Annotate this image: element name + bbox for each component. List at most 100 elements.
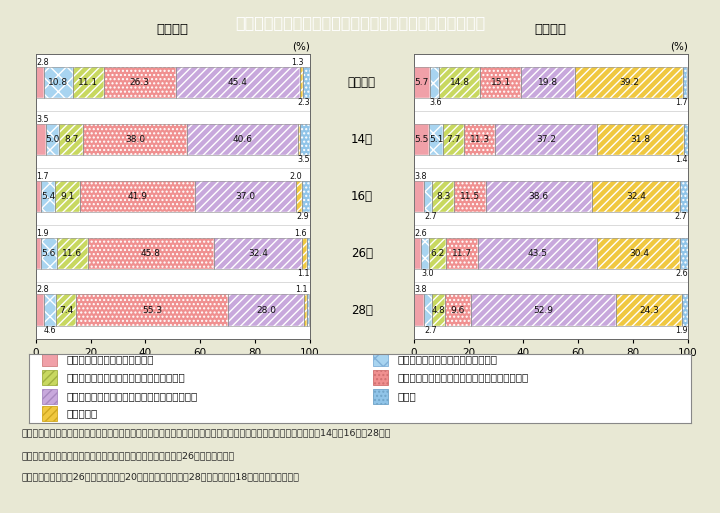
Bar: [300, 67, 303, 98]
Bar: [104, 67, 176, 98]
Text: 平成４年: 平成４年: [348, 76, 376, 89]
Bar: [56, 294, 76, 326]
Bar: [680, 181, 688, 212]
Text: 5.4: 5.4: [41, 192, 55, 201]
Bar: [478, 238, 598, 269]
Text: 2.0: 2.0: [289, 171, 302, 181]
Bar: [187, 124, 298, 155]
Bar: [443, 124, 464, 155]
Text: 15.1: 15.1: [490, 78, 510, 87]
Bar: [521, 67, 575, 98]
Text: 3.6: 3.6: [430, 98, 442, 107]
Bar: [597, 124, 684, 155]
Text: 2.7: 2.7: [424, 326, 437, 335]
Bar: [296, 181, 302, 212]
Bar: [214, 238, 302, 269]
Text: （備考）　１．内閣府「男女平等に関する世論調査」（平成４年），「男女共同参画社会に関する世論調査」（平成14年，16年，28年）: （備考） １．内閣府「男女平等に関する世論調査」（平成４年），「男女共同参画社会…: [22, 428, 391, 438]
Bar: [439, 67, 480, 98]
Text: 2.7: 2.7: [424, 212, 437, 221]
Text: 14.8: 14.8: [450, 78, 469, 87]
Bar: [40, 181, 55, 212]
Bar: [414, 124, 429, 155]
Text: ＜男性＞: ＜男性＞: [535, 23, 567, 36]
Bar: [45, 124, 59, 155]
Bar: [83, 124, 187, 155]
Bar: [439, 67, 480, 98]
Text: 女性は職業をもたない方がよい: 女性は職業をもたない方がよい: [66, 354, 154, 364]
Text: 1.9: 1.9: [36, 228, 49, 238]
Bar: [81, 181, 195, 212]
Bar: [414, 294, 424, 326]
Bar: [300, 124, 310, 155]
Bar: [414, 294, 424, 326]
Text: 1.4: 1.4: [675, 155, 688, 164]
Text: 1.1: 1.1: [297, 269, 310, 278]
Bar: [298, 124, 300, 155]
Text: 9.1: 9.1: [60, 192, 75, 201]
Bar: [616, 294, 683, 326]
Text: 41.9: 41.9: [127, 192, 148, 201]
Bar: [597, 124, 684, 155]
Text: 45.4: 45.4: [228, 78, 248, 87]
Text: 2.8: 2.8: [36, 57, 49, 67]
Bar: [464, 124, 495, 155]
Bar: [302, 181, 310, 212]
Bar: [421, 238, 429, 269]
Text: 2.7: 2.7: [675, 212, 688, 221]
Text: 55.3: 55.3: [142, 306, 162, 314]
Text: 結婚するまでは職業をもつ方がよい: 結婚するまでは職業をもつ方がよい: [397, 354, 498, 364]
Bar: [307, 238, 310, 269]
Text: 2.3: 2.3: [297, 98, 310, 107]
Text: 32.4: 32.4: [248, 249, 268, 258]
Bar: [430, 67, 439, 98]
Text: ＜女性＞: ＜女性＞: [157, 23, 189, 36]
Bar: [598, 238, 680, 269]
Text: 38.6: 38.6: [528, 192, 549, 201]
Bar: [296, 181, 302, 212]
Bar: [44, 67, 73, 98]
FancyBboxPatch shape: [42, 370, 57, 385]
Bar: [424, 181, 432, 212]
Bar: [480, 67, 521, 98]
Bar: [81, 181, 195, 212]
Text: 3.5: 3.5: [297, 155, 310, 164]
Text: 5.0: 5.0: [45, 135, 60, 144]
Bar: [41, 238, 56, 269]
Text: 2.6: 2.6: [414, 228, 427, 238]
Text: 1.9: 1.9: [675, 326, 688, 335]
Text: 1.7: 1.7: [36, 171, 49, 181]
Bar: [302, 238, 307, 269]
Bar: [683, 67, 688, 98]
Bar: [303, 67, 310, 98]
Text: 3.8: 3.8: [414, 171, 426, 181]
Bar: [432, 181, 454, 212]
Bar: [307, 294, 310, 326]
Bar: [424, 181, 432, 212]
Bar: [432, 294, 445, 326]
Text: 14年: 14年: [351, 133, 373, 146]
Bar: [36, 294, 44, 326]
FancyBboxPatch shape: [373, 370, 388, 385]
Bar: [300, 124, 310, 155]
Text: 子供が大きくなったら再び職業をもつ方がよい: 子供が大きくなったら再び職業をもつ方がよい: [66, 391, 198, 401]
Bar: [521, 67, 575, 98]
Bar: [36, 67, 44, 98]
Text: 1.3: 1.3: [291, 57, 303, 67]
Bar: [187, 124, 298, 155]
Bar: [104, 67, 176, 98]
Bar: [471, 294, 616, 326]
Bar: [424, 294, 432, 326]
Text: 11.6: 11.6: [63, 249, 83, 258]
Bar: [454, 181, 486, 212]
Bar: [195, 181, 296, 212]
Bar: [683, 294, 688, 326]
Bar: [414, 181, 424, 212]
Bar: [592, 181, 680, 212]
Bar: [305, 294, 307, 326]
Bar: [486, 181, 592, 212]
Text: 32.4: 32.4: [626, 192, 646, 201]
Bar: [36, 124, 45, 155]
Text: 26.3: 26.3: [130, 78, 150, 87]
Bar: [44, 294, 56, 326]
Text: 5.5: 5.5: [414, 135, 428, 144]
